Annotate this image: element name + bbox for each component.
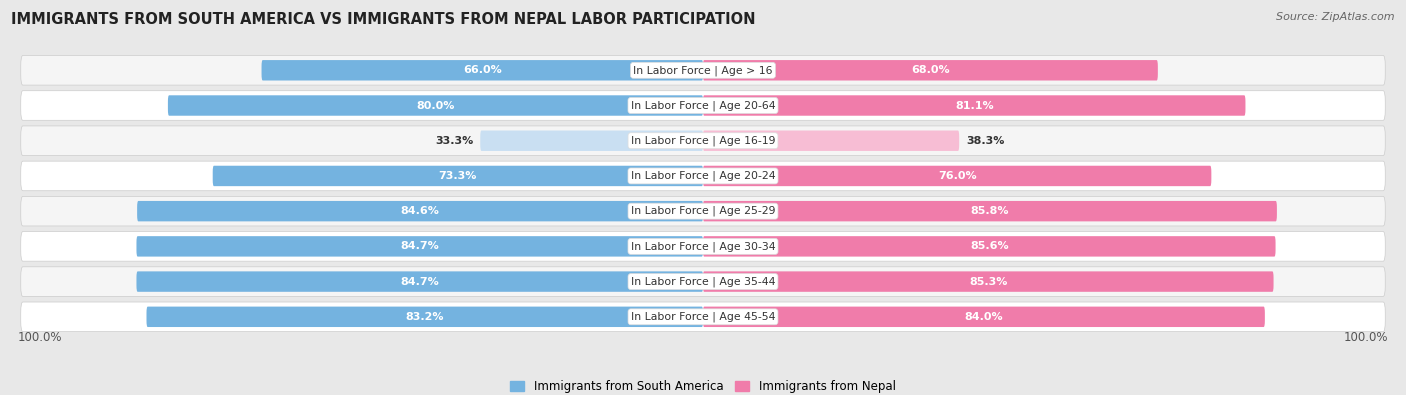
Text: 84.7%: 84.7%: [401, 276, 439, 287]
Text: In Labor Force | Age 20-24: In Labor Force | Age 20-24: [631, 171, 775, 181]
Text: 100.0%: 100.0%: [1344, 331, 1389, 344]
Text: 85.3%: 85.3%: [969, 276, 1008, 287]
FancyBboxPatch shape: [146, 307, 703, 327]
FancyBboxPatch shape: [21, 126, 1385, 156]
FancyBboxPatch shape: [21, 91, 1385, 120]
Text: In Labor Force | Age 30-34: In Labor Force | Age 30-34: [631, 241, 775, 252]
Text: In Labor Force | Age 20-64: In Labor Force | Age 20-64: [631, 100, 775, 111]
Text: 81.1%: 81.1%: [955, 100, 994, 111]
FancyBboxPatch shape: [21, 161, 1385, 191]
Text: Source: ZipAtlas.com: Source: ZipAtlas.com: [1277, 12, 1395, 22]
Text: 84.0%: 84.0%: [965, 312, 1004, 322]
Text: In Labor Force | Age 16-19: In Labor Force | Age 16-19: [631, 135, 775, 146]
FancyBboxPatch shape: [703, 130, 959, 151]
FancyBboxPatch shape: [167, 95, 703, 116]
FancyBboxPatch shape: [481, 130, 703, 151]
FancyBboxPatch shape: [703, 201, 1277, 221]
Text: In Labor Force | Age 25-29: In Labor Force | Age 25-29: [631, 206, 775, 216]
FancyBboxPatch shape: [21, 302, 1385, 331]
Text: 84.7%: 84.7%: [401, 241, 439, 251]
FancyBboxPatch shape: [703, 60, 1157, 81]
FancyBboxPatch shape: [703, 95, 1246, 116]
FancyBboxPatch shape: [21, 56, 1385, 85]
FancyBboxPatch shape: [136, 271, 703, 292]
FancyBboxPatch shape: [21, 231, 1385, 261]
FancyBboxPatch shape: [21, 196, 1385, 226]
Text: In Labor Force | Age > 16: In Labor Force | Age > 16: [633, 65, 773, 75]
FancyBboxPatch shape: [262, 60, 703, 81]
Text: 76.0%: 76.0%: [938, 171, 977, 181]
FancyBboxPatch shape: [703, 271, 1274, 292]
FancyBboxPatch shape: [212, 166, 703, 186]
Text: 84.6%: 84.6%: [401, 206, 440, 216]
Text: 85.8%: 85.8%: [970, 206, 1010, 216]
FancyBboxPatch shape: [136, 236, 703, 257]
Text: 33.3%: 33.3%: [436, 136, 474, 146]
Text: 83.2%: 83.2%: [405, 312, 444, 322]
Text: IMMIGRANTS FROM SOUTH AMERICA VS IMMIGRANTS FROM NEPAL LABOR PARTICIPATION: IMMIGRANTS FROM SOUTH AMERICA VS IMMIGRA…: [11, 12, 756, 27]
FancyBboxPatch shape: [703, 166, 1212, 186]
FancyBboxPatch shape: [703, 307, 1265, 327]
Text: 80.0%: 80.0%: [416, 100, 454, 111]
Text: 100.0%: 100.0%: [17, 331, 62, 344]
Text: 73.3%: 73.3%: [439, 171, 477, 181]
Text: 66.0%: 66.0%: [463, 65, 502, 75]
Text: 85.6%: 85.6%: [970, 241, 1008, 251]
Text: 38.3%: 38.3%: [966, 136, 1004, 146]
Text: In Labor Force | Age 35-44: In Labor Force | Age 35-44: [631, 276, 775, 287]
Text: In Labor Force | Age 45-54: In Labor Force | Age 45-54: [631, 312, 775, 322]
FancyBboxPatch shape: [703, 236, 1275, 257]
FancyBboxPatch shape: [138, 201, 703, 221]
Legend: Immigrants from South America, Immigrants from Nepal: Immigrants from South America, Immigrant…: [505, 376, 901, 395]
Text: 68.0%: 68.0%: [911, 65, 949, 75]
FancyBboxPatch shape: [21, 267, 1385, 296]
